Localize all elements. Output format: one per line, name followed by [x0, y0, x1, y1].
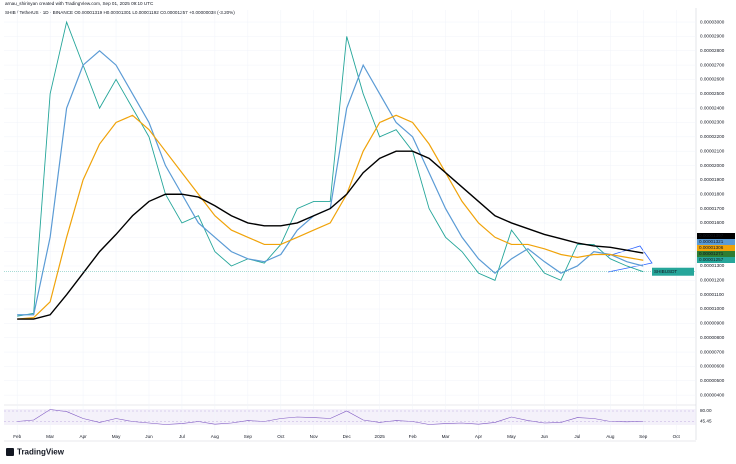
- y-tick-label: 0.00001700: [700, 206, 725, 211]
- price-tag-label: 0.00001321: [699, 239, 724, 244]
- price-tag: [697, 245, 735, 251]
- y-tick-label: 0.00002500: [700, 91, 725, 96]
- x-tick-label: Oct: [673, 434, 681, 439]
- y-tick-label: 0.00002000: [700, 163, 725, 168]
- price-tag-label: 0.00001306: [699, 245, 724, 250]
- moving-average: [17, 114, 644, 320]
- symbol: SHIB / TetherUS · 1D · BINANCE O0.000013…: [5, 10, 235, 15]
- y-tick-label: 0.00002300: [700, 120, 725, 125]
- x-tick-label: May: [507, 434, 516, 439]
- y-tick-label: 0.00002200: [700, 134, 725, 139]
- y-tick-label: 0.00002400: [700, 105, 725, 110]
- x-tick-label: Oct: [277, 434, 285, 439]
- y-tick-label: 0.00002900: [700, 34, 725, 39]
- x-tick-label: Aug: [606, 434, 615, 439]
- x-tick-label: Feb: [409, 434, 417, 439]
- price-tag-label: 0.00001257: [699, 257, 724, 262]
- y-tick-label: 0.00001600: [700, 220, 725, 225]
- rsi-line: [17, 409, 644, 425]
- x-tick-label: Jun: [145, 434, 153, 439]
- y-tick-label: 0.00001100: [700, 292, 724, 297]
- x-tick-label: Jul: [574, 434, 580, 439]
- brand: TradingView: [17, 448, 65, 457]
- y-tick-label: 0.00000900: [700, 321, 725, 326]
- x-tick-label: Sep: [639, 434, 648, 439]
- x-tick-label: May: [112, 434, 121, 439]
- logo: TradingView: [6, 448, 65, 457]
- y-tick-label: 0.00001800: [700, 191, 725, 196]
- price-tag: [697, 257, 735, 263]
- y-tick-label: 0.00002600: [700, 77, 725, 82]
- x-tick-label: Jun: [541, 434, 549, 439]
- x-tick-label: Nov: [310, 434, 319, 439]
- symbol-tag: SHIBUSDT: [654, 269, 677, 274]
- x-tick-label: Jul: [179, 434, 185, 439]
- rsi-tick-label: 80.00: [700, 408, 712, 413]
- x-tick-label: 2025: [375, 434, 386, 439]
- price-tag: [697, 233, 735, 239]
- price-tag: [697, 239, 735, 245]
- y-tick-label: 0.00001900: [700, 177, 725, 182]
- y-tick-label: 0.00003000: [700, 19, 725, 24]
- y-tick-label: 0.00000500: [700, 378, 725, 383]
- moving-average: [17, 150, 644, 320]
- x-tick-label: Apr: [475, 434, 483, 439]
- y-tick-label: 0.00001300: [700, 263, 725, 268]
- logo-icon: [6, 448, 14, 456]
- price-tag-label: 0.00001271: [699, 251, 724, 256]
- rsi-tick-label: 45.45: [700, 419, 712, 424]
- x-tick-label: Aug: [211, 434, 220, 439]
- y-tick-label: 0.00000800: [700, 335, 725, 340]
- y-tick-label: 0.00002100: [700, 148, 725, 153]
- y-tick-label: 0.00000400: [700, 392, 725, 397]
- y-tick-label: 0.00000600: [700, 364, 725, 369]
- y-tick-label: 0.00001000: [700, 306, 725, 311]
- symbol-tag-bg: [652, 267, 694, 276]
- rsi-band: [4, 409, 696, 425]
- y-tick-label: 0.00002800: [700, 48, 725, 53]
- y-tick-label: 0.00002700: [700, 62, 725, 67]
- y-tick-label: 0.00000700: [700, 349, 725, 354]
- x-tick-label: Sep: [244, 434, 253, 439]
- price-line: [17, 20, 644, 317]
- x-tick-label: Apr: [80, 434, 88, 439]
- x-tick-label: Mar: [46, 434, 54, 439]
- price-tag-label: 0.00001397: [699, 233, 724, 238]
- x-tick-label: Dec: [343, 434, 352, 439]
- y-tick-label: 0.00001200: [700, 278, 725, 283]
- x-tick-label: Feb: [13, 434, 21, 439]
- price-tag: [697, 251, 735, 257]
- x-tick-label: Mar: [442, 434, 450, 439]
- credit: arnau_shirinyan created with TradingView…: [5, 1, 154, 6]
